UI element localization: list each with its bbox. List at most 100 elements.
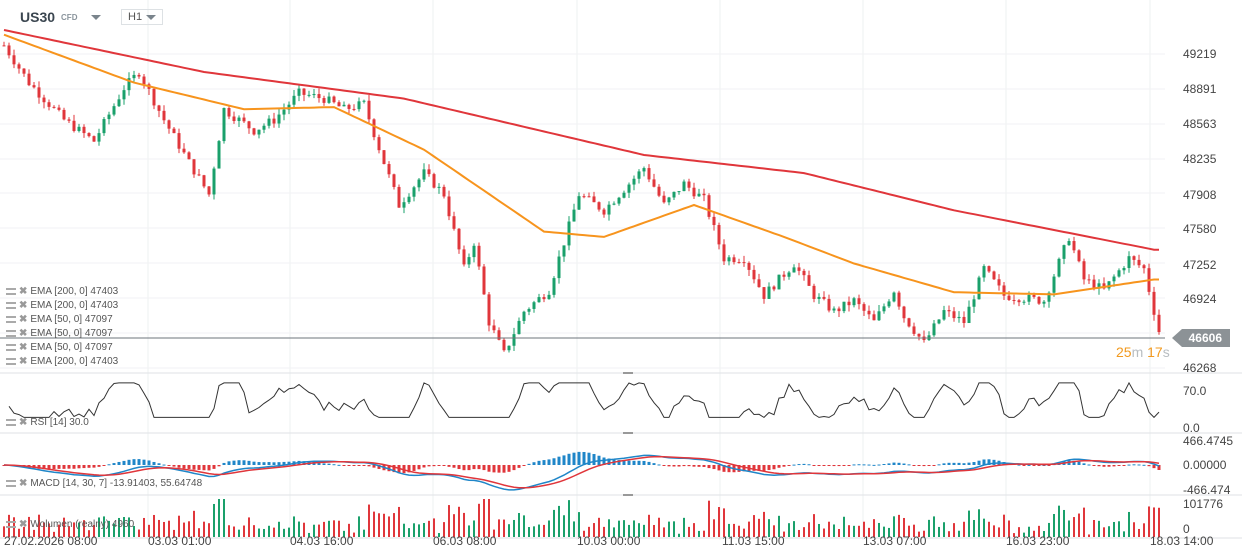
volume-bar [278, 521, 280, 537]
volume-bar [238, 529, 240, 537]
panel-resize-handle[interactable] [623, 372, 633, 374]
macd-bar [1122, 465, 1126, 466]
macd-bar [557, 456, 561, 465]
volume-bar [508, 524, 510, 537]
macd-bar [452, 465, 456, 468]
indicator-legend[interactable]: ✖ MACD [14, 30, 7] -13.91403, 55.64748 [6, 478, 202, 489]
macd-bar [1142, 464, 1146, 466]
indicator-legend[interactable]: ✖ EMA [50, 0] 47097 [6, 314, 113, 325]
macd-bar [447, 465, 451, 467]
candle-body [932, 323, 936, 336]
close-icon[interactable]: ✖ [19, 519, 28, 530]
macd-bar [782, 465, 786, 467]
close-icon[interactable]: ✖ [19, 356, 28, 367]
menu-icon[interactable] [6, 288, 16, 295]
volume-bar [1138, 528, 1140, 537]
volume-bar [803, 527, 805, 537]
price-tick: 47580 [1183, 222, 1217, 236]
volume-bar [748, 521, 750, 537]
menu-icon[interactable] [6, 302, 16, 309]
candle-body [797, 267, 801, 271]
volume-bar [543, 524, 545, 537]
macd-bar [827, 465, 831, 467]
menu-icon[interactable] [6, 480, 16, 487]
macd-bar [812, 465, 816, 466]
close-icon[interactable]: ✖ [19, 300, 28, 311]
macd-bar [37, 465, 41, 469]
volume-bar [53, 531, 55, 537]
indicator-legend[interactable]: ✖ RSI [14] 30.0 [6, 417, 89, 428]
candle-body [982, 266, 986, 278]
indicator-legend[interactable]: ✖ EMA [50, 0] 47097 [6, 342, 113, 353]
candle-body [262, 125, 266, 130]
symbol-selector[interactable]: US30 CFD [20, 9, 102, 25]
current-price-tag: 46606 [1172, 329, 1230, 347]
menu-icon[interactable] [6, 344, 16, 351]
menu-icon[interactable] [6, 358, 16, 365]
menu-icon[interactable] [6, 521, 16, 528]
macd-bar [802, 463, 806, 465]
indicator-legend[interactable]: ✖ EMA [200, 0] 47403 [6, 300, 118, 311]
indicator-label: EMA [200, 0] 47403 [30, 286, 119, 297]
macd-bar [877, 464, 881, 466]
volume-bar [928, 519, 930, 537]
panel-resize-handle[interactable] [623, 494, 633, 496]
volume-bar [1003, 514, 1005, 537]
time-tick: 11.03 15:00 [722, 534, 785, 548]
close-icon[interactable]: ✖ [19, 286, 28, 297]
macd-bar [322, 463, 326, 465]
candle-body [992, 271, 996, 280]
volume-bar [1038, 525, 1040, 537]
volume-bar [583, 530, 585, 537]
macd-bar [102, 465, 106, 466]
volume-bar [98, 517, 100, 537]
indicator-legend[interactable]: ✖ EMA [200, 0] 47403 [6, 286, 118, 297]
menu-icon[interactable] [6, 419, 16, 426]
volume-bar [963, 521, 965, 537]
macd-bar [982, 459, 986, 465]
candle-body [27, 73, 31, 86]
time-tick: 13.03 07:00 [863, 534, 927, 548]
candle-body [492, 325, 496, 331]
timeframe-select[interactable]: H1 [121, 9, 163, 25]
indicator-legend[interactable]: ✖ Wolumen (realny) 4960 [6, 519, 134, 530]
close-icon[interactable]: ✖ [19, 417, 28, 428]
indicator-legend[interactable]: ✖ EMA [50, 0] 47097 [6, 328, 113, 339]
macd-bar [697, 465, 701, 467]
panel-resize-handle[interactable] [623, 432, 633, 434]
volume-bar [823, 528, 825, 537]
macd-bar [477, 465, 481, 470]
macd-bar [922, 465, 926, 467]
close-icon[interactable]: ✖ [19, 342, 28, 353]
volume-bar [448, 505, 450, 537]
menu-icon[interactable] [6, 330, 16, 337]
candle-body [682, 181, 686, 192]
volume-bar [998, 527, 1000, 537]
candle-body [732, 257, 736, 263]
macd-bar [467, 465, 471, 471]
volume-bar [763, 511, 765, 537]
menu-icon[interactable] [6, 316, 16, 323]
candle-body [627, 184, 631, 193]
volume-bar [443, 522, 445, 537]
macd-bar [282, 461, 286, 465]
candle-body [897, 292, 901, 307]
candle-body [342, 104, 346, 107]
close-icon[interactable]: ✖ [19, 314, 28, 325]
close-icon[interactable]: ✖ [19, 328, 28, 339]
volume-bar [493, 529, 495, 537]
macd-bar [112, 463, 116, 465]
macd-bar [97, 465, 101, 467]
candle-body [307, 94, 311, 96]
indicator-legend[interactable]: ✖ EMA [200, 0] 47403 [6, 356, 118, 367]
macd-bar [187, 465, 191, 469]
volume-bar [368, 504, 370, 537]
macd-bar [1027, 464, 1031, 466]
candle-body [747, 262, 751, 270]
close-icon[interactable]: ✖ [19, 478, 28, 489]
volume-bar [813, 514, 815, 537]
volume-bar [663, 527, 665, 537]
volume-bar [988, 521, 990, 537]
candle-body [847, 301, 851, 306]
